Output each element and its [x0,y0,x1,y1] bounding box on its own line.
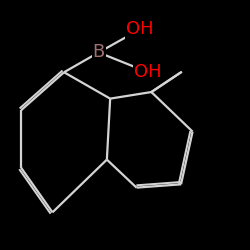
Text: OH: OH [126,20,154,38]
Text: B: B [92,44,105,62]
Text: OH: OH [134,63,162,81]
